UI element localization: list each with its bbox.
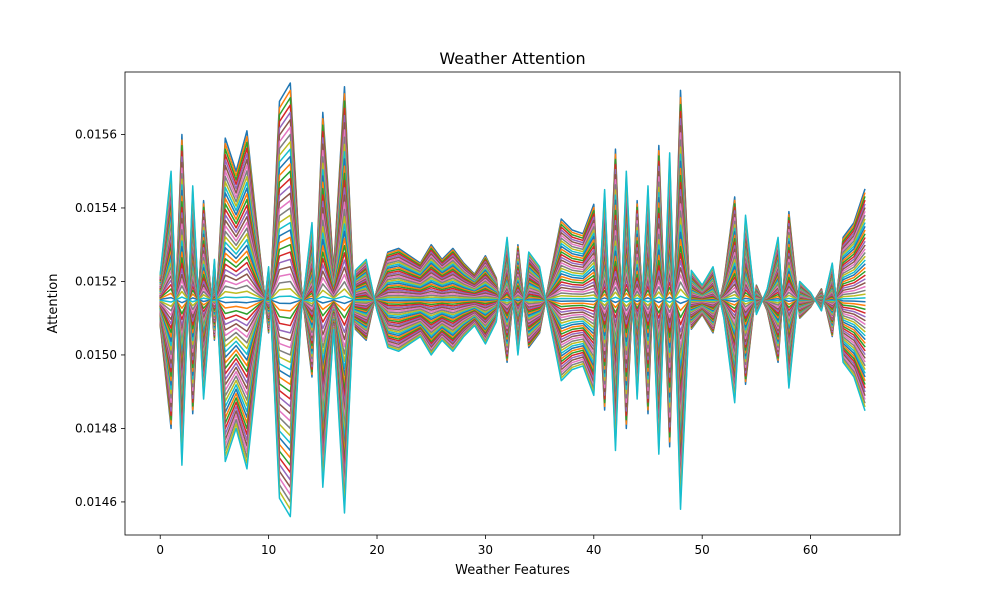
chart-title: Weather Attention: [439, 49, 585, 68]
series-layer: [159, 82, 866, 518]
x-tick-label: 40: [586, 543, 601, 557]
y-tick-label: 0.0150: [75, 348, 117, 362]
y-tick-label: 0.0154: [75, 201, 117, 215]
x-tick-label: 20: [369, 543, 384, 557]
x-tick-label: 30: [478, 543, 493, 557]
x-axis: 0 10 20 30 40 50 60: [156, 535, 818, 557]
x-tick-label: 0: [156, 543, 164, 557]
y-tick-label: 0.0146: [75, 495, 117, 509]
y-tick-label: 0.0152: [75, 274, 117, 288]
x-tick-label: 60: [803, 543, 818, 557]
y-tick-label: 0.0156: [75, 127, 117, 141]
x-tick-label: 50: [695, 543, 710, 557]
x-tick-label: 10: [261, 543, 276, 557]
y-axis: 0.0146 0.0148 0.0150 0.0152 0.0154 0.0156: [75, 127, 125, 509]
y-tick-label: 0.0148: [75, 421, 117, 435]
y-axis-label: Attention: [46, 274, 61, 334]
x-axis-label: Weather Features: [455, 563, 570, 578]
series-line: [159, 152, 866, 518]
plot-frame: [124, 71, 901, 536]
